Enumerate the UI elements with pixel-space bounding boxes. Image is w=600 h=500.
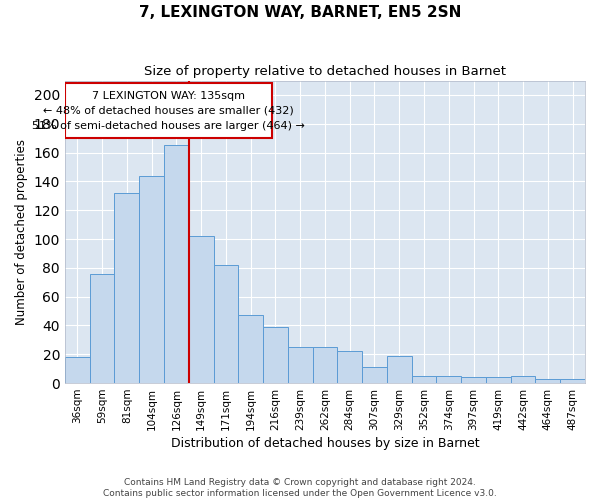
Bar bbox=[288, 347, 313, 383]
Bar bbox=[560, 378, 585, 383]
Bar bbox=[65, 357, 89, 383]
Bar bbox=[436, 376, 461, 383]
Bar bbox=[263, 327, 288, 383]
Text: Contains HM Land Registry data © Crown copyright and database right 2024.
Contai: Contains HM Land Registry data © Crown c… bbox=[103, 478, 497, 498]
Bar bbox=[535, 378, 560, 383]
Bar bbox=[214, 265, 238, 383]
Bar bbox=[189, 236, 214, 383]
Text: 7 LEXINGTON WAY: 135sqm
← 48% of detached houses are smaller (432)
51% of semi-d: 7 LEXINGTON WAY: 135sqm ← 48% of detache… bbox=[32, 91, 305, 130]
Bar bbox=[238, 316, 263, 383]
Bar bbox=[115, 193, 139, 383]
Y-axis label: Number of detached properties: Number of detached properties bbox=[15, 139, 28, 325]
Bar bbox=[337, 352, 362, 383]
Bar bbox=[486, 378, 511, 383]
Bar bbox=[164, 146, 189, 383]
Bar bbox=[362, 367, 387, 383]
Bar bbox=[65, 84, 272, 138]
Bar bbox=[461, 378, 486, 383]
Bar bbox=[313, 347, 337, 383]
X-axis label: Distribution of detached houses by size in Barnet: Distribution of detached houses by size … bbox=[170, 437, 479, 450]
Bar bbox=[412, 376, 436, 383]
Bar bbox=[387, 356, 412, 383]
Bar bbox=[89, 274, 115, 383]
Bar bbox=[511, 376, 535, 383]
Bar bbox=[139, 176, 164, 383]
Title: Size of property relative to detached houses in Barnet: Size of property relative to detached ho… bbox=[144, 65, 506, 78]
Text: 7, LEXINGTON WAY, BARNET, EN5 2SN: 7, LEXINGTON WAY, BARNET, EN5 2SN bbox=[139, 5, 461, 20]
